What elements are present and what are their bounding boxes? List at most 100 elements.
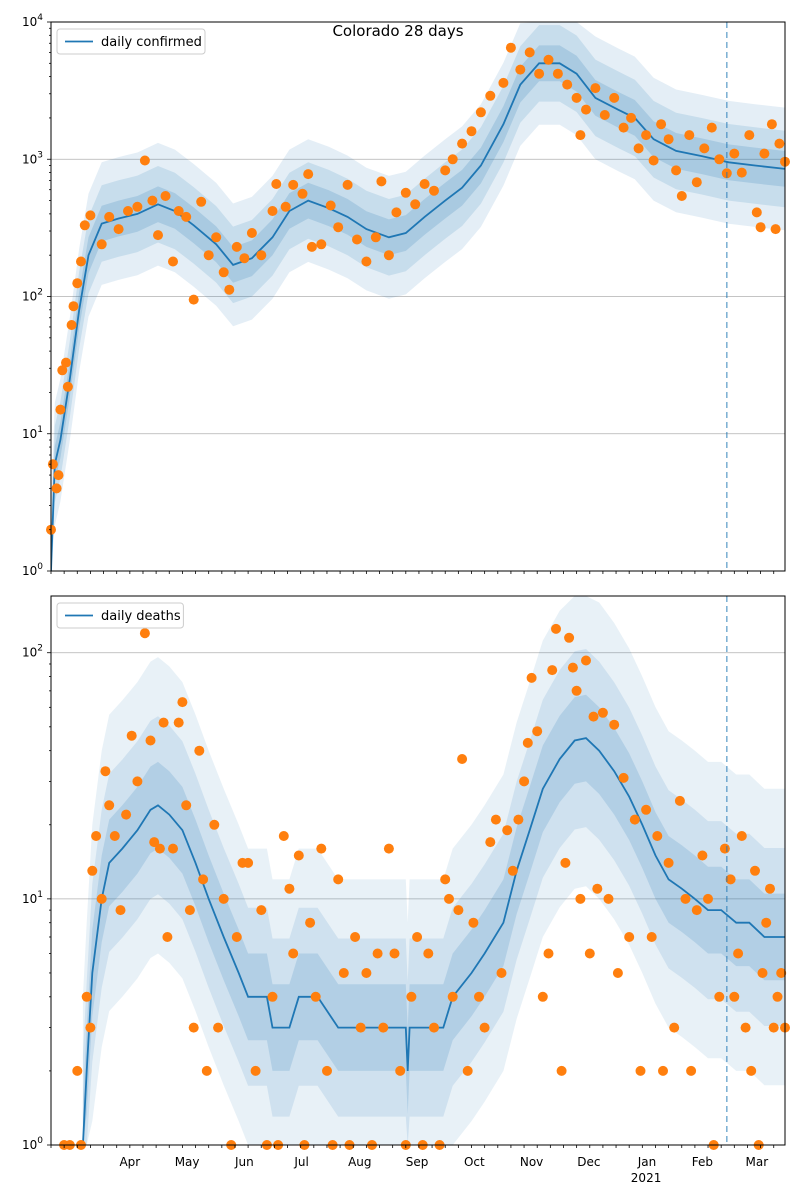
- data-point: [759, 148, 770, 159]
- legend-box: [56, 602, 184, 629]
- data-point: [168, 256, 178, 267]
- data-point: [772, 991, 783, 1002]
- data-point: [85, 1022, 96, 1033]
- data-point: [706, 122, 717, 133]
- data-point: [177, 697, 188, 708]
- data-point: [181, 211, 192, 222]
- data-point: [62, 381, 73, 392]
- data-point: [355, 1022, 366, 1033]
- data-point: [714, 154, 725, 165]
- data-point: [389, 948, 400, 959]
- y-tick-label: 104: [22, 13, 43, 29]
- data-point: [768, 1022, 779, 1033]
- data-point: [395, 1065, 406, 1076]
- data-point: [633, 143, 644, 154]
- data-point: [231, 241, 242, 252]
- data-point: [333, 874, 344, 885]
- data-point: [372, 948, 383, 959]
- data-point: [691, 905, 702, 916]
- data-point: [370, 232, 381, 243]
- y-tick-label: 102: [22, 288, 43, 304]
- data-point: [53, 470, 64, 481]
- data-point: [126, 730, 137, 741]
- data-point: [147, 195, 158, 206]
- data-point: [444, 893, 454, 904]
- data-point: [306, 241, 317, 252]
- data-point: [719, 843, 730, 854]
- data-point: [466, 126, 477, 137]
- data-point: [567, 662, 578, 673]
- data-point: [188, 294, 199, 305]
- data-point: [211, 232, 222, 243]
- y-tick-label: 101: [22, 890, 43, 906]
- data-point: [556, 1065, 567, 1076]
- x-tick-label: Mar: [746, 1155, 769, 1169]
- data-point: [507, 865, 518, 876]
- x-tick-label: Aug: [348, 1155, 371, 1169]
- data-point: [194, 745, 205, 756]
- data-point: [203, 250, 214, 261]
- data-point: [139, 155, 150, 166]
- data-point: [361, 256, 372, 267]
- figure-title: Colorado 28 days: [332, 22, 463, 40]
- x-tick-label: May: [175, 1155, 200, 1169]
- data-point: [440, 165, 451, 176]
- data-point: [571, 685, 582, 696]
- data-point: [325, 200, 336, 211]
- data-point: [350, 932, 361, 942]
- data-point: [505, 42, 516, 53]
- data-point: [551, 623, 561, 634]
- data-point: [361, 968, 372, 978]
- data-point: [297, 188, 308, 199]
- data-point: [532, 726, 543, 737]
- data-point: [691, 177, 702, 188]
- y-tick-label: 103: [22, 150, 43, 166]
- data-point: [158, 717, 169, 728]
- data-point: [543, 948, 554, 959]
- data-point: [526, 672, 537, 683]
- data-point: [479, 1022, 490, 1033]
- data-point: [91, 831, 102, 841]
- data-point: [648, 155, 659, 166]
- data-point: [744, 130, 755, 141]
- legend-label: daily confirmed: [101, 35, 202, 50]
- deaths-panel: 100 101 102 Apr May Jun Jul Aug Sep Oct Nov Dec Jan F…: [22, 595, 790, 1185]
- data-point: [571, 92, 582, 103]
- data-point: [755, 222, 766, 233]
- x-tick-label: Sep: [406, 1155, 429, 1169]
- data-point: [383, 250, 394, 261]
- data-point: [305, 917, 316, 928]
- data-point: [457, 138, 468, 149]
- data-point: [646, 932, 657, 942]
- data-point: [81, 991, 92, 1002]
- data-point: [153, 230, 163, 241]
- data-point: [564, 632, 575, 643]
- data-point: [453, 905, 464, 916]
- x-year-label: 2021: [631, 1171, 662, 1185]
- data-point: [736, 167, 747, 178]
- data-point: [132, 201, 143, 212]
- data-point: [104, 211, 115, 222]
- data-point: [218, 267, 229, 278]
- data-point: [641, 130, 652, 141]
- data-point: [278, 831, 289, 841]
- x-tick-label: Oct: [464, 1155, 485, 1169]
- data-point: [429, 1022, 439, 1033]
- data-point: [224, 284, 235, 295]
- x-tick-label: Jan: [637, 1155, 657, 1169]
- data-point: [256, 250, 267, 261]
- data-point: [703, 893, 713, 904]
- data-point: [680, 893, 691, 904]
- data-point: [316, 843, 327, 854]
- data-point: [663, 134, 674, 145]
- axes-frame: [50, 595, 786, 1146]
- data-point: [271, 179, 282, 189]
- data-point: [462, 1065, 473, 1076]
- data-point: [612, 968, 623, 978]
- data-point: [490, 814, 501, 825]
- data-point: [100, 766, 111, 777]
- legend-label: daily deaths: [101, 609, 181, 624]
- data-point: [746, 1065, 757, 1076]
- data-point: [750, 865, 760, 876]
